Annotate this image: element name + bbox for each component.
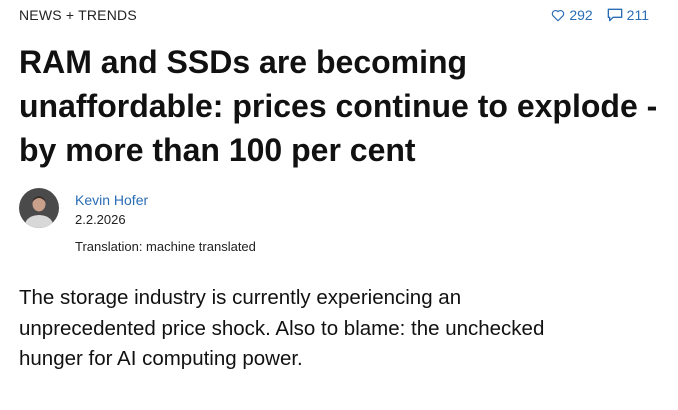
author-name[interactable]: Kevin Hofer <box>75 192 149 208</box>
like-count: 292 <box>569 7 593 23</box>
comment-button[interactable]: 211 <box>607 7 649 23</box>
publish-date: 2.2.2026 <box>75 212 126 227</box>
translation-note: Translation: machine translated <box>75 239 256 254</box>
comment-icon <box>607 8 623 22</box>
stats: 292 211 <box>537 7 649 23</box>
category-link[interactable]: NEWS + TRENDS <box>19 7 137 23</box>
top-bar: NEWS + TRENDS 292 211 <box>19 7 659 27</box>
like-button[interactable]: 292 <box>551 7 593 23</box>
author-avatar[interactable] <box>19 188 59 228</box>
article-title: RAM and SSDs are becoming unaffordable: … <box>19 44 658 168</box>
article-lead: The storage industry is currently experi… <box>19 286 545 370</box>
comment-count: 211 <box>626 7 649 23</box>
heart-icon <box>552 9 565 21</box>
